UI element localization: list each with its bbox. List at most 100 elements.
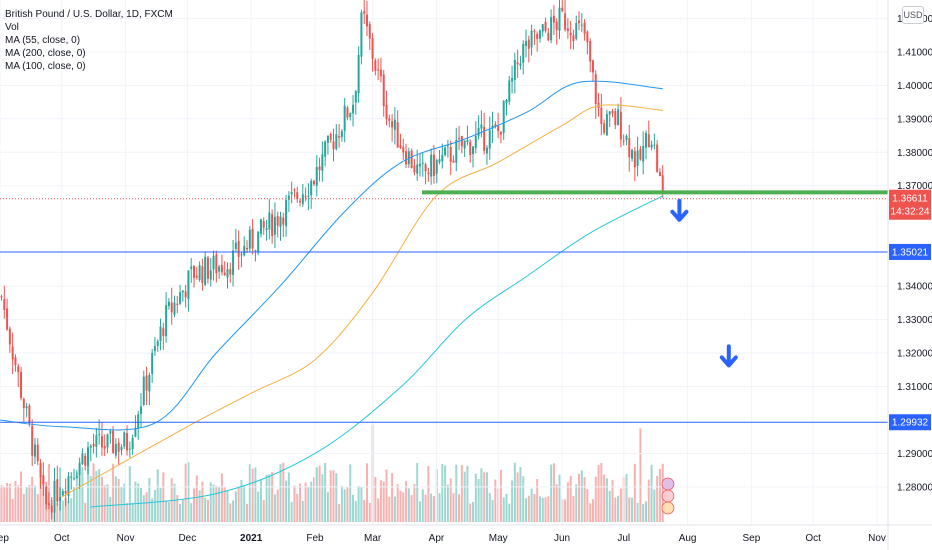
volume-bar xyxy=(424,494,427,522)
candle-body xyxy=(8,328,11,345)
candle-body xyxy=(95,435,98,447)
volume-bar xyxy=(569,476,572,522)
volume-bar xyxy=(541,497,544,522)
candle-body xyxy=(53,480,56,513)
candle-body xyxy=(148,374,151,392)
volume-bar xyxy=(536,478,539,522)
candle-body xyxy=(307,195,310,197)
volume-bar xyxy=(393,496,396,522)
volume-bar xyxy=(268,474,271,522)
candle-body xyxy=(449,147,452,162)
volume-bar xyxy=(6,483,9,522)
candle-body xyxy=(128,448,131,450)
volume-bar xyxy=(603,474,606,522)
candle-body xyxy=(516,62,519,65)
volume-bar xyxy=(20,471,23,522)
candle-body xyxy=(631,149,634,159)
volume-bar xyxy=(226,490,229,522)
volume-bar xyxy=(318,465,321,522)
volume-bar xyxy=(483,472,486,522)
candle-body xyxy=(198,265,201,280)
candle-body xyxy=(438,159,441,163)
candle-body xyxy=(223,272,226,276)
time-axis[interactable]: Sep Oct Nov Dec 2021 Feb Mar Apr May Jun Jul Aug Sep… xyxy=(0,533,886,544)
volume-bar xyxy=(413,484,416,522)
volume-bar xyxy=(388,496,391,522)
volume-bar xyxy=(173,483,176,522)
volume-bar xyxy=(502,497,505,522)
candle-body xyxy=(658,172,661,176)
volume-bar xyxy=(658,468,661,522)
price-tick-label: 1.38000 xyxy=(897,148,932,159)
legend-volume[interactable]: Vol xyxy=(5,22,19,33)
price-tick-label: 1.34000 xyxy=(897,282,932,293)
currency-button[interactable]: USD xyxy=(902,6,924,24)
volume-bar xyxy=(218,486,221,522)
volume-bar xyxy=(600,462,603,522)
volume-bar xyxy=(653,489,656,522)
candle-body xyxy=(299,200,302,203)
volume-bar xyxy=(42,477,45,522)
candle-body xyxy=(628,138,631,158)
candle-body xyxy=(22,398,25,409)
volume-bar xyxy=(117,478,120,522)
volume-bar xyxy=(271,472,274,522)
grid xyxy=(0,0,888,525)
volume-bar xyxy=(340,485,343,522)
drawing-arrows[interactable] xyxy=(670,198,738,368)
volume-bar xyxy=(61,500,64,522)
candle-body xyxy=(354,91,357,103)
candle-body xyxy=(527,39,530,49)
volume-bar xyxy=(131,502,134,522)
price-tick-label: 1.37000 xyxy=(897,181,932,192)
volume-bar xyxy=(78,473,81,522)
volume-bar xyxy=(285,480,288,522)
volume-bar xyxy=(8,483,11,522)
candle-body xyxy=(137,414,140,429)
candle-body xyxy=(123,432,126,447)
volume-bar xyxy=(589,503,592,522)
candle-body xyxy=(421,162,424,164)
volume-bar xyxy=(485,472,488,522)
legend-symbol-title[interactable]: British Pound / U.S. Dollar, 1D, FXCM xyxy=(5,9,173,20)
volume-bar xyxy=(246,503,249,522)
time-tick-label: Oct xyxy=(805,533,821,544)
volume-bar xyxy=(555,484,558,522)
candlesticks xyxy=(0,0,664,522)
candle-body xyxy=(162,328,165,336)
volume-bar xyxy=(265,474,268,522)
legend-ma55[interactable]: MA (55, close, 0) xyxy=(5,35,81,46)
drawing-lines[interactable] xyxy=(0,190,888,423)
candle-body xyxy=(131,437,134,450)
volume-bar xyxy=(656,475,659,522)
candle-body xyxy=(600,107,603,125)
indicator-dot-icon xyxy=(661,489,675,503)
volume-bar xyxy=(321,474,324,522)
volume-bar xyxy=(114,476,117,522)
volume-bar xyxy=(458,494,461,522)
candle-body xyxy=(114,444,117,456)
candle-body xyxy=(349,112,352,118)
volume-bar xyxy=(519,467,522,522)
candle-body xyxy=(505,99,508,104)
volume-bar xyxy=(212,484,215,522)
candle-body xyxy=(407,151,410,165)
candle-body xyxy=(603,123,606,134)
legend-ma100[interactable]: MA (100, close, 0) xyxy=(5,61,86,72)
candle-body xyxy=(550,17,553,41)
candle-body xyxy=(441,154,444,162)
candle-body xyxy=(321,154,324,171)
candle-body xyxy=(318,166,321,171)
legend-ma200[interactable]: MA (200, close, 0) xyxy=(5,48,86,59)
candle-body xyxy=(424,164,427,172)
candle-body xyxy=(73,478,76,480)
candle-body xyxy=(555,21,558,30)
volume-bar xyxy=(508,503,511,522)
last-price-badge xyxy=(889,189,931,220)
candle-body xyxy=(84,455,87,466)
candle-body xyxy=(156,341,159,346)
time-tick-label: Mar xyxy=(364,533,382,544)
candle-body xyxy=(276,216,279,226)
candle-body xyxy=(656,144,659,172)
